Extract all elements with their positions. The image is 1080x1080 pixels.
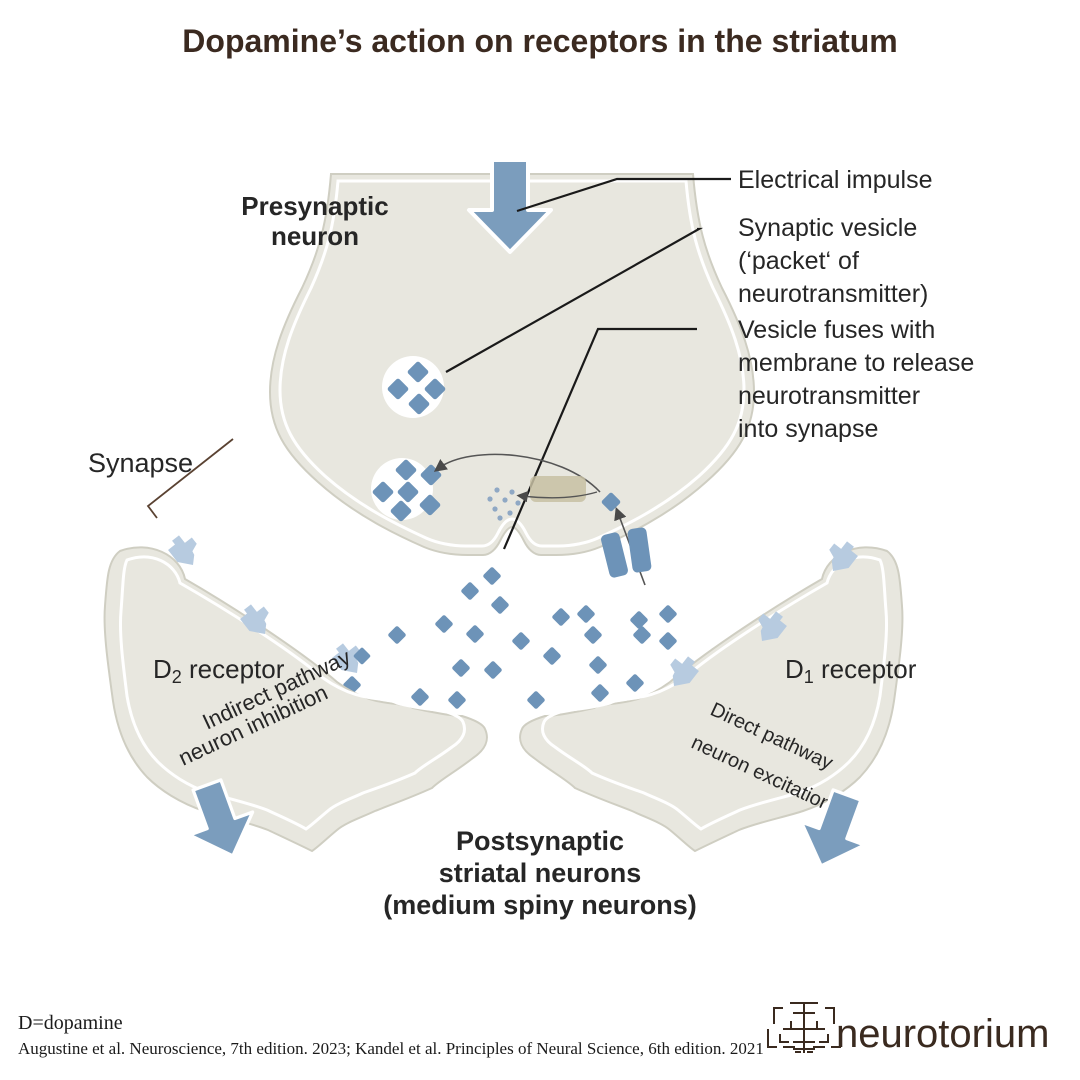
svg-text:(medium spiny neurons): (medium spiny neurons): [383, 890, 697, 920]
svg-text:Dopamine’s action on receptors: Dopamine’s action on receptors in the st…: [182, 23, 897, 59]
svg-text:striatal neurons: striatal neurons: [439, 858, 642, 888]
svg-text:Electrical impulse: Electrical impulse: [738, 166, 933, 194]
svg-text:Postsynaptic: Postsynaptic: [456, 826, 624, 856]
svg-text:(‘packet‘ of: (‘packet‘ of: [738, 247, 859, 275]
svg-text:Vesicle fuses with: Vesicle fuses with: [738, 316, 935, 344]
svg-text:neurotransmitter: neurotransmitter: [738, 382, 920, 410]
svg-text:neuron: neuron: [271, 221, 359, 251]
svg-text:Presynaptic: Presynaptic: [241, 191, 388, 221]
svg-text:neurotorium: neurotorium: [836, 1012, 1049, 1056]
svg-text:neurotransmitter): neurotransmitter): [738, 280, 928, 308]
svg-text:Synaptic vesicle: Synaptic vesicle: [738, 214, 917, 242]
svg-text:Augustine et al. Neuroscience,: Augustine et al. Neuroscience, 7th editi…: [18, 1039, 764, 1058]
svg-text:D=dopamine: D=dopamine: [18, 1012, 123, 1034]
svg-text:into synapse: into synapse: [738, 415, 878, 443]
svg-text:Synapse: Synapse: [88, 448, 193, 478]
svg-text:membrane to release: membrane to release: [738, 349, 974, 377]
